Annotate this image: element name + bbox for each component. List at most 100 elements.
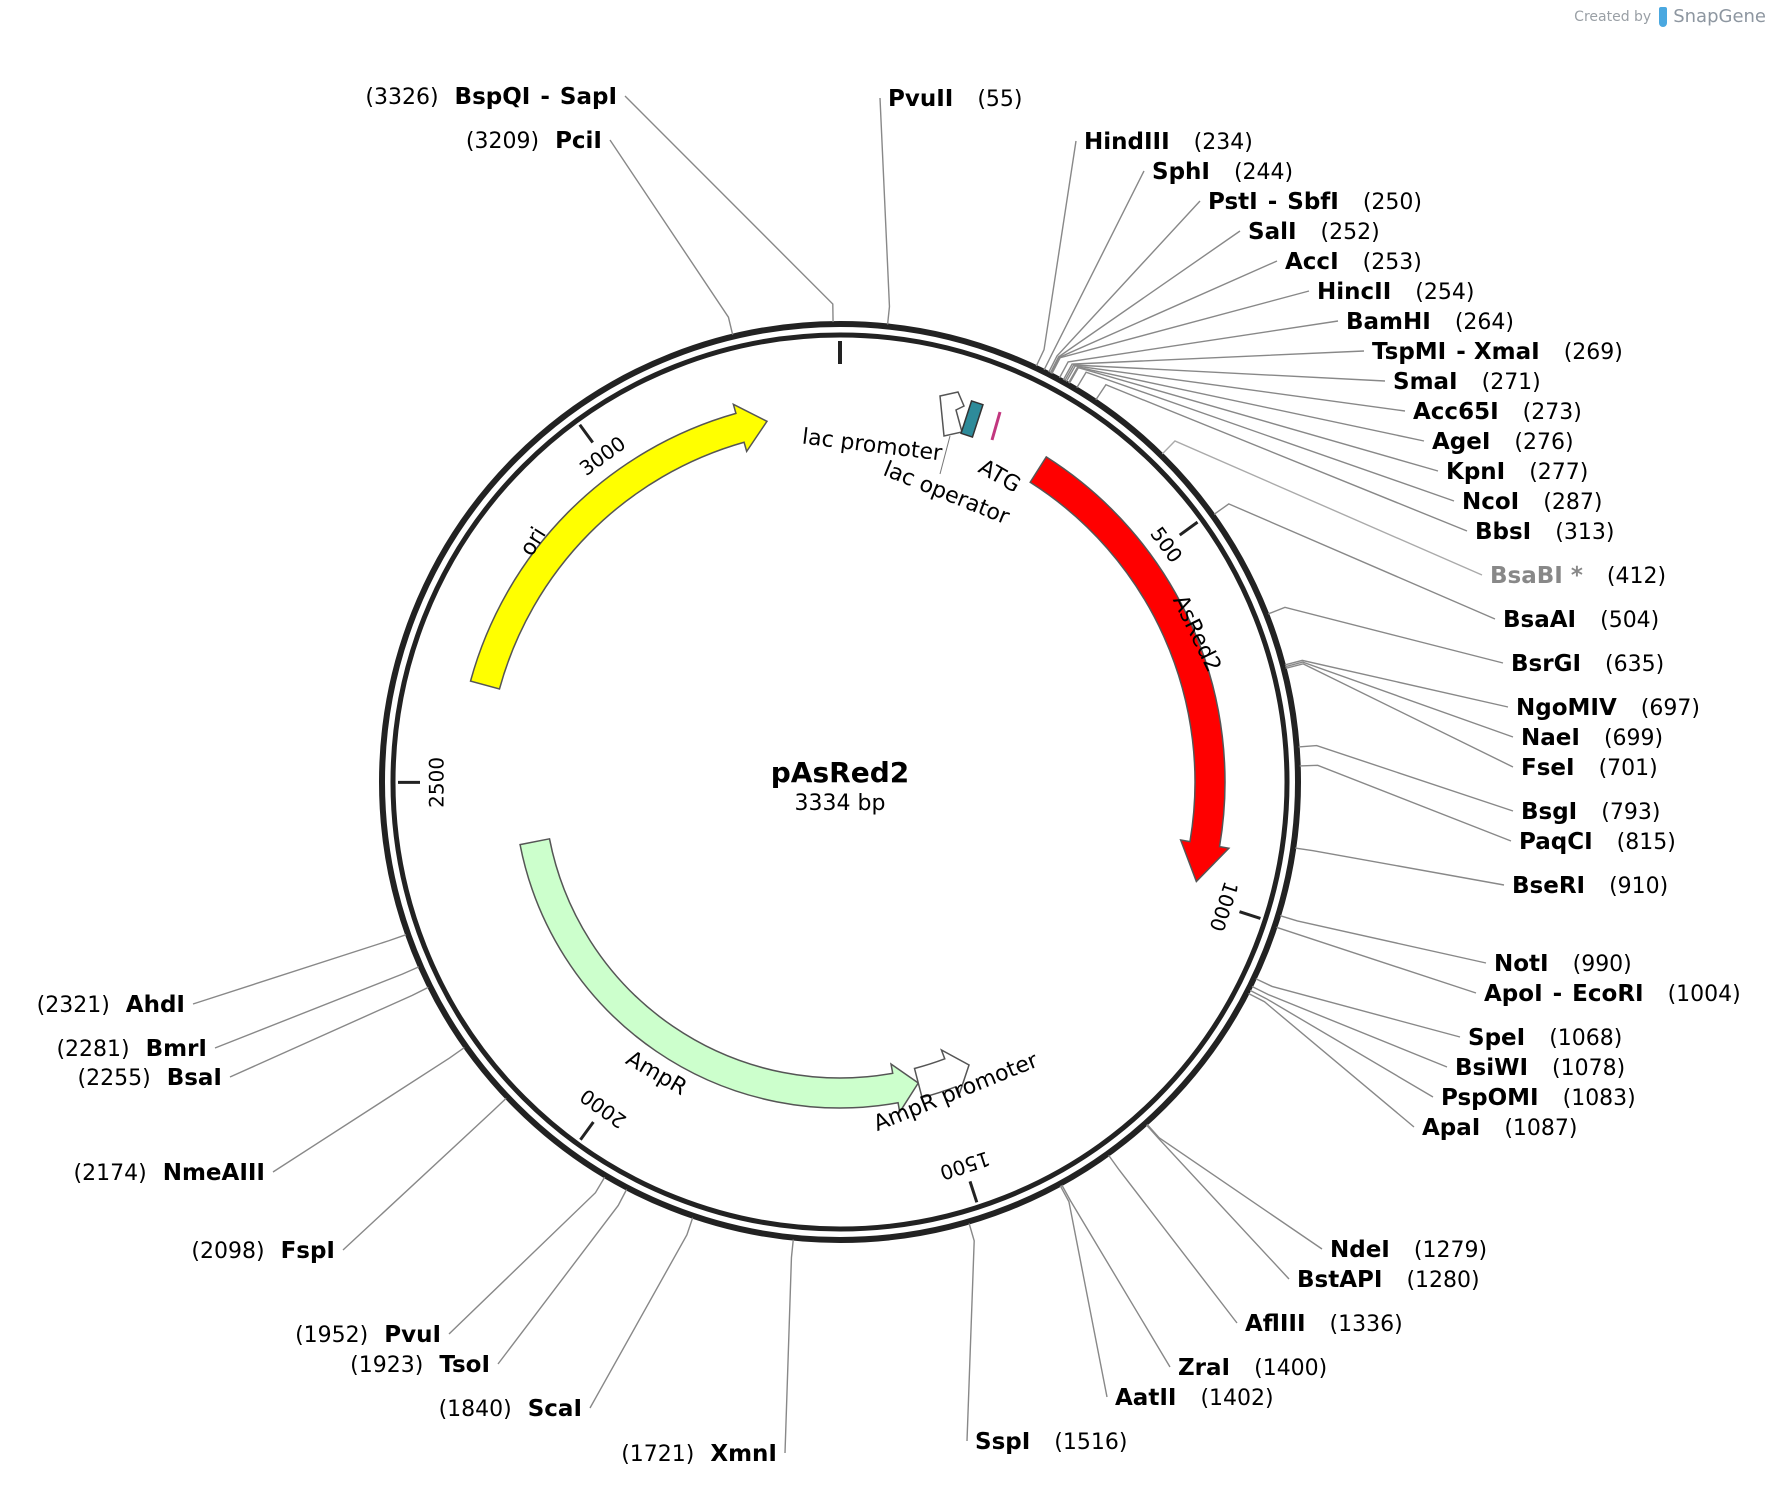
site-leader-apai (1248, 992, 1415, 1128)
site-leader-tsoi (497, 1189, 628, 1365)
site-label: AccI (253) (1285, 249, 1422, 275)
site-pvui: (1952) PvuI (295, 1322, 441, 1348)
site-name: PspOMI (1441, 1085, 1539, 1111)
site-position: (701) (1599, 756, 1658, 781)
site-label: BstAPI (1280) (1297, 1267, 1480, 1293)
site-leader-pvuii (879, 97, 891, 325)
site-leader-fspi (342, 1097, 507, 1251)
site-name: BamHI (1346, 309, 1431, 335)
backbone-outer-ring (379, 321, 1301, 1243)
site-ngomiv: NgoMIV (697) (1516, 695, 1700, 721)
site-name-2: XmaI (1474, 339, 1540, 365)
site-position: (1402) (1200, 1386, 1273, 1411)
site-position: (234) (1194, 130, 1253, 155)
site-label: AatII (1402) (1115, 1385, 1274, 1411)
tick-mark (578, 423, 594, 444)
site-position: (504) (1600, 608, 1659, 633)
site-position: (2174) (74, 1161, 147, 1186)
site-name: BstAPI (1297, 1267, 1382, 1293)
site-position: (1280) (1406, 1268, 1479, 1293)
site-position: (3209) (466, 129, 539, 154)
site-name: HindIII (1084, 129, 1170, 155)
site-sphi: SphI (244) (1152, 159, 1293, 185)
site-name: BsaI (167, 1065, 222, 1091)
site-name: SpeI (1468, 1025, 1525, 1051)
site-name-2: SapI (560, 84, 617, 110)
site-position: (1083) (1563, 1086, 1636, 1111)
site-label: SspI (1516) (975, 1429, 1127, 1455)
site-hincii: HincII (254) (1317, 279, 1474, 305)
site-labels: (3326) BspQI - SapI PvuII (55) (3209) PciI HindI… (37, 84, 1741, 1467)
site-name: NotI (1494, 951, 1549, 977)
site-label: AgeI (276) (1432, 429, 1574, 455)
site-name: AgeI (1432, 429, 1490, 455)
watermark-prefix: Created by (1574, 8, 1652, 25)
site-leader-bamhi (1058, 320, 1339, 379)
site-name: XmnI (710, 1441, 777, 1467)
site-name: BseRI (1512, 873, 1585, 899)
site-label: (3209) PciI (466, 128, 602, 154)
snapgene-logo-icon (1659, 6, 1668, 27)
watermark-brand: SnapGene (1673, 6, 1766, 27)
site-position: (3326) (365, 85, 438, 110)
plasmid-name: pAsRed2 (771, 756, 909, 789)
site-leader-pcii (609, 139, 734, 335)
site-leader-aatii (1059, 1185, 1108, 1398)
site-label: PvuII (55) (888, 86, 1023, 112)
site-name: ApaI (1422, 1115, 1480, 1141)
site-name: BmrI (146, 1036, 207, 1062)
site-position: (1721) (621, 1442, 694, 1467)
site-label: ApaI (1087) (1422, 1115, 1578, 1141)
site-label: BsrGI (635) (1511, 651, 1664, 677)
site-leader-pspomi (1249, 989, 1434, 1098)
site-label: (3326) BspQI - SapI (365, 84, 617, 110)
site-label: BamHI (264) (1346, 309, 1514, 335)
atg-marker (990, 411, 1002, 441)
site-label: NgoMIV (697) (1516, 695, 1700, 721)
site-leader-tspmi (1062, 350, 1365, 381)
tick-mark (1178, 520, 1199, 537)
site-name: PstI (1208, 189, 1258, 215)
site-name: NaeI (1521, 725, 1580, 751)
site-name: ZraI (1178, 1355, 1230, 1381)
plasmid-size: 3334 bp (795, 791, 886, 816)
site-afliii: AflIII (1336) (1245, 1311, 1403, 1337)
site-leader-sspi (966, 1223, 975, 1442)
site-name: PciI (555, 128, 602, 154)
site-label: SphI (244) (1152, 159, 1293, 185)
site-leader-bsiwi (1251, 985, 1448, 1068)
site-leader-sphi (1043, 170, 1145, 371)
atg-label: ATG (974, 455, 1024, 499)
ori-arrow (469, 402, 769, 690)
site-leader-zrai (1061, 1184, 1171, 1368)
site-position: (269) (1564, 340, 1623, 365)
site-label: (2098) FspI (191, 1238, 335, 1264)
site-name: SphI (1152, 159, 1210, 185)
site-name: BspQI (455, 84, 531, 110)
site-bsiwi: BsiWI (1078) (1455, 1055, 1625, 1081)
site-leader-bsgi (1298, 744, 1514, 812)
site-bsgi: BsgI (793) (1521, 799, 1660, 825)
site-bsrgi: BsrGI (635) (1511, 651, 1664, 677)
site-position: (2321) (37, 993, 110, 1018)
site-agei: AgeI (276) (1432, 429, 1574, 455)
site-name: BsiWI (1455, 1055, 1528, 1081)
site-position: (990) (1573, 952, 1632, 977)
site-position: (412) (1607, 564, 1666, 589)
site-sali: SalI (252) (1248, 219, 1380, 245)
site-label: (2255) BsaI (78, 1065, 222, 1091)
site-dash: - (1553, 981, 1563, 1007)
site-aatii: AatII (1402) (1115, 1385, 1274, 1411)
site-label: (1840) ScaI (439, 1396, 582, 1422)
site-leader-kpni (1068, 366, 1439, 472)
site-leader-bspqi (624, 95, 834, 323)
site-name: PvuI (384, 1322, 441, 1348)
site-name: HincII (1317, 279, 1391, 305)
site-position: (253) (1363, 250, 1422, 275)
site-position: (1336) (1330, 1312, 1403, 1337)
site-position: (793) (1601, 800, 1660, 825)
site-name: SspI (975, 1429, 1030, 1455)
site-position: (264) (1455, 310, 1514, 335)
